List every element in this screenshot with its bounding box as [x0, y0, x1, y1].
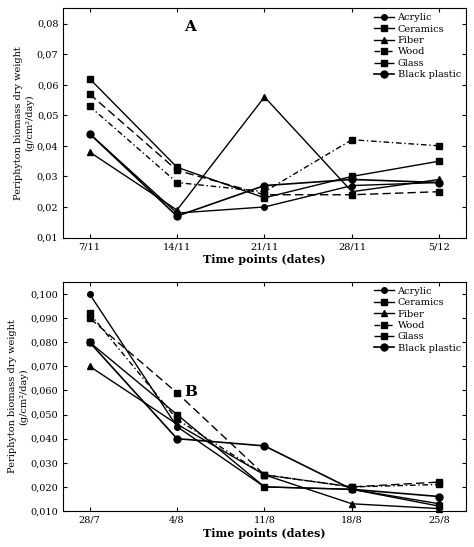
- Ceramics: [87, 339, 92, 345]
- X-axis label: Time points (dates): Time points (dates): [203, 254, 326, 265]
- Text: A: A: [184, 20, 196, 34]
- Line: Wood: Wood: [87, 310, 442, 490]
- Line: Black plastic: Black plastic: [86, 130, 443, 219]
- Glass: [262, 191, 267, 198]
- Wood: [349, 484, 355, 490]
- Acrylic: [174, 423, 180, 430]
- Text: B: B: [184, 385, 197, 399]
- Line: Fiber: Fiber: [87, 94, 442, 213]
- Glass: [437, 479, 442, 485]
- Ceramics: [87, 75, 92, 82]
- Fiber: [437, 505, 442, 512]
- Fiber: [262, 94, 267, 100]
- Ceramics: [437, 503, 442, 509]
- Acrylic: [349, 182, 355, 189]
- Glass: [174, 389, 180, 396]
- Black plastic: [87, 130, 92, 137]
- Acrylic: [262, 203, 267, 210]
- Ceramics: [349, 486, 355, 493]
- Black plastic: [437, 179, 442, 186]
- Glass: [174, 167, 180, 173]
- Black plastic: [174, 213, 180, 219]
- Wood: [174, 179, 180, 186]
- Wood: [87, 103, 92, 109]
- Black plastic: [87, 339, 92, 345]
- Wood: [262, 472, 267, 478]
- Line: Black plastic: Black plastic: [86, 339, 443, 500]
- Ceramics: [174, 411, 180, 418]
- Acrylic: [174, 210, 180, 217]
- Ceramics: [174, 164, 180, 171]
- Glass: [437, 188, 442, 195]
- X-axis label: Time points (dates): Time points (dates): [203, 528, 326, 539]
- Glass: [349, 191, 355, 198]
- Line: Wood: Wood: [87, 103, 442, 195]
- Fiber: [174, 421, 180, 427]
- Wood: [349, 136, 355, 143]
- Wood: [437, 481, 442, 488]
- Legend: Acrylic, Ceramics, Fiber, Wood, Glass, Black plastic: Acrylic, Ceramics, Fiber, Wood, Glass, B…: [372, 11, 463, 82]
- Fiber: [174, 207, 180, 213]
- Wood: [87, 310, 92, 317]
- Wood: [262, 188, 267, 195]
- Glass: [87, 315, 92, 321]
- Glass: [262, 472, 267, 478]
- Fiber: [349, 188, 355, 195]
- Line: Acrylic: Acrylic: [87, 291, 442, 507]
- Line: Glass: Glass: [87, 315, 442, 490]
- Y-axis label: Periphyton biomass dry weight
(g/cm²/day): Periphyton biomass dry weight (g/cm²/day…: [15, 46, 34, 200]
- Line: Acrylic: Acrylic: [87, 131, 442, 216]
- Y-axis label: Periphyton biomass dry weight
(g/cm²/day): Periphyton biomass dry weight (g/cm²/day…: [9, 319, 28, 473]
- Black plastic: [262, 443, 267, 449]
- Black plastic: [174, 435, 180, 442]
- Wood: [437, 143, 442, 149]
- Acrylic: [349, 486, 355, 493]
- Line: Ceramics: Ceramics: [87, 76, 442, 201]
- Black plastic: [349, 486, 355, 493]
- Black plastic: [349, 176, 355, 183]
- Line: Ceramics: Ceramics: [87, 339, 442, 509]
- Black plastic: [262, 182, 267, 189]
- Ceramics: [262, 195, 267, 201]
- Line: Glass: Glass: [87, 91, 442, 197]
- Fiber: [437, 176, 442, 183]
- Ceramics: [262, 484, 267, 490]
- Fiber: [87, 363, 92, 370]
- Black plastic: [437, 493, 442, 500]
- Ceramics: [437, 158, 442, 165]
- Acrylic: [437, 179, 442, 186]
- Wood: [174, 416, 180, 423]
- Fiber: [87, 149, 92, 155]
- Fiber: [262, 472, 267, 478]
- Glass: [87, 91, 92, 97]
- Acrylic: [87, 130, 92, 137]
- Glass: [349, 484, 355, 490]
- Legend: Acrylic, Ceramics, Fiber, Wood, Glass, Black plastic: Acrylic, Ceramics, Fiber, Wood, Glass, B…: [372, 285, 463, 355]
- Acrylic: [262, 484, 267, 490]
- Ceramics: [349, 173, 355, 180]
- Acrylic: [87, 290, 92, 297]
- Fiber: [349, 501, 355, 507]
- Acrylic: [437, 501, 442, 507]
- Line: Fiber: Fiber: [87, 364, 442, 511]
